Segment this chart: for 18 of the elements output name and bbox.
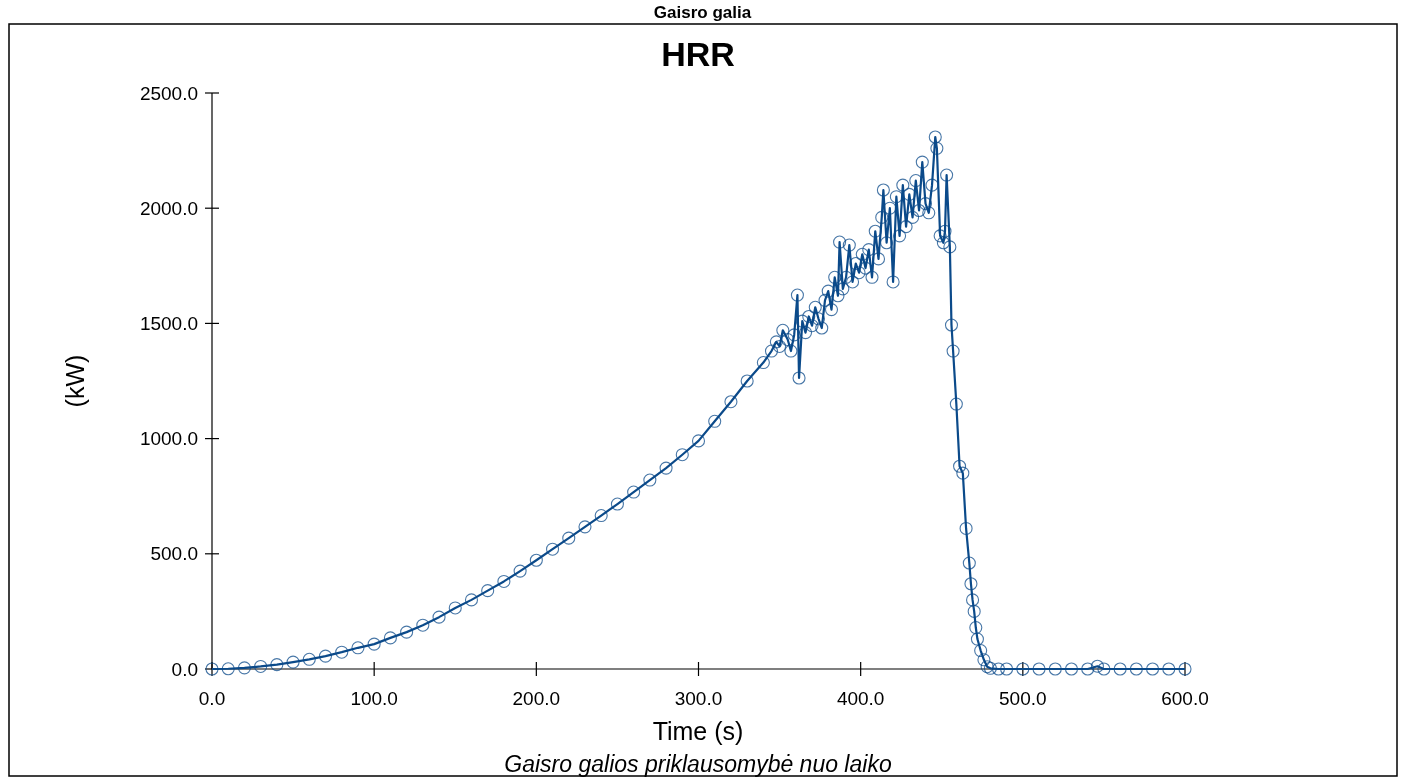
- y-tick-label: 0.0: [171, 658, 198, 680]
- chart-subtitle: HRR: [661, 35, 735, 73]
- y-tick-label: 500.0: [150, 543, 198, 565]
- x-tick-label: 100.0: [350, 688, 398, 709]
- x-tick-label: 0.0: [198, 688, 226, 709]
- x-tick-label: 200.0: [512, 688, 561, 709]
- x-tick-label: 400.0: [836, 688, 885, 709]
- x-tick-label: 600.0: [1161, 688, 1209, 709]
- y-tick-label: 1500.0: [139, 313, 198, 335]
- text: Gaisro galios priklausomybė nuo laiko: [504, 751, 892, 777]
- y-tick-label: 1000.0: [139, 428, 198, 450]
- y-tick-label: 2000.0: [139, 197, 198, 219]
- x-axis-title: Time (s): [652, 717, 744, 745]
- chart-title: Gaisro galia: [653, 3, 752, 22]
- x-tick-label: 300.0: [674, 688, 723, 709]
- x-tick-label: 500.0: [999, 688, 1047, 709]
- y-tick-label: 2500.0: [139, 82, 198, 104]
- y-axis-title: (kW): [61, 354, 89, 408]
